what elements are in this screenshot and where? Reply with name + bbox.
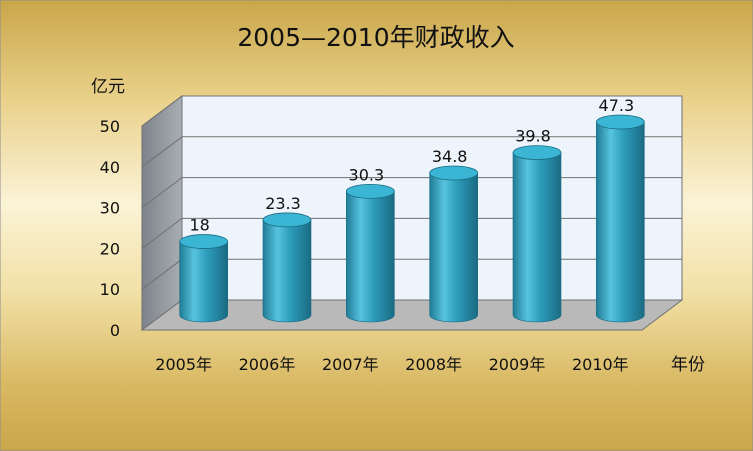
- x-axis-label: 年份: [671, 355, 705, 375]
- gridline-side: [141, 177, 183, 209]
- y-tick-label: 30: [100, 199, 120, 218]
- data-label: 47.3: [599, 96, 635, 115]
- y-axis-label: 亿元: [91, 77, 125, 97]
- bar-body: [596, 121, 645, 323]
- bars: [179, 114, 645, 323]
- x-tick-label: 2008年: [405, 355, 462, 374]
- bar-top: [179, 234, 229, 249]
- bar-top: [429, 165, 479, 181]
- data-label: 30.3: [349, 165, 385, 184]
- bar: [595, 114, 645, 323]
- bar-top: [262, 212, 312, 228]
- bar-top: [345, 183, 395, 199]
- data-label: 34.8: [432, 147, 468, 166]
- y-tick-label: 10: [100, 280, 120, 299]
- bar-body: [429, 172, 478, 323]
- bar: [262, 212, 312, 323]
- x-tick-label: 2006年: [239, 355, 296, 374]
- bar: [429, 165, 479, 323]
- gridline-side: [141, 95, 183, 127]
- y-tick-label: 20: [100, 239, 120, 258]
- bar-top: [595, 114, 645, 130]
- y-tick-label: 0: [110, 321, 120, 340]
- bar: [179, 234, 229, 323]
- data-label: 39.8: [515, 127, 551, 146]
- bar: [345, 183, 395, 323]
- y-tick-label: 50: [100, 117, 120, 136]
- y-tick-label: 40: [100, 158, 120, 177]
- y-tick-labels: 0 10 20 30 40 50: [100, 117, 120, 340]
- data-labels: 18 23.3 30.3 34.8 39.8 47.3: [189, 96, 634, 235]
- data-label: 23.3: [265, 194, 301, 213]
- bar-body: [262, 219, 312, 323]
- bar-body: [512, 152, 562, 323]
- x-tick-label: 2010年: [572, 355, 629, 374]
- gridline-side: [141, 258, 183, 290]
- x-tick-label: 2007年: [322, 355, 379, 374]
- x-tick-label: 2009年: [489, 355, 546, 374]
- bar-body: [179, 241, 228, 323]
- gridline-side: [141, 136, 183, 168]
- x-tick-labels: 2005年 2006年 2007年 2008年 2009年 2010年: [155, 355, 628, 374]
- chart-title: 2005—2010年财政收入: [237, 23, 514, 52]
- x-tick-label: 2005年: [155, 355, 212, 374]
- bar: [512, 145, 562, 323]
- side-wall: [141, 95, 183, 331]
- gridline-side: [141, 217, 183, 249]
- bar-top: [512, 145, 562, 161]
- data-label: 18: [189, 216, 209, 235]
- bar-body: [346, 191, 395, 323]
